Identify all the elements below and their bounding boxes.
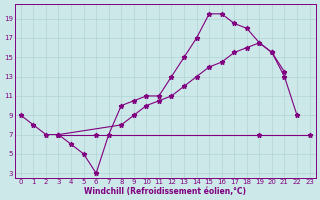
X-axis label: Windchill (Refroidissement éolien,°C): Windchill (Refroidissement éolien,°C) bbox=[84, 187, 246, 196]
